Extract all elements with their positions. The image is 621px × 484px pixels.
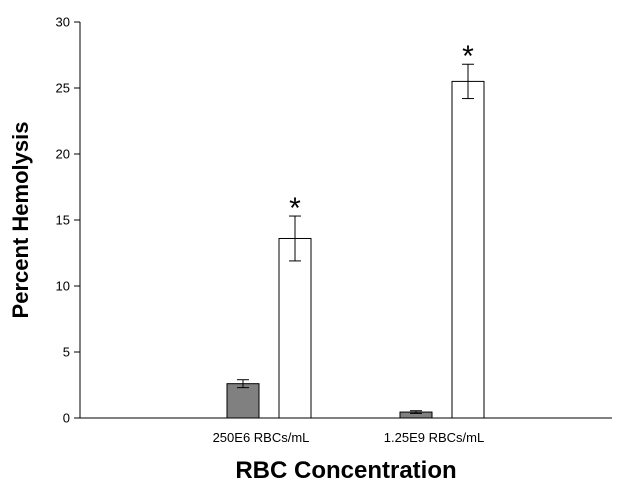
y-tick-label: 5 [63, 345, 70, 360]
bar-1-1 [451, 80, 485, 419]
significance-star: * [462, 40, 474, 73]
significance-star: * [289, 192, 301, 225]
y-tick-label: 10 [56, 279, 70, 294]
error-bars [237, 63, 474, 414]
significance-markers: ** [289, 40, 474, 225]
x-tick-label: 250E6 RBCs/mL [213, 430, 310, 445]
y-tick-label: 30 [56, 15, 70, 30]
y-tick-label: 0 [63, 411, 70, 426]
y-axis-title: Percent Hemolysis [8, 122, 33, 319]
y-tick-label: 25 [56, 81, 70, 96]
x-tick-label: 1.25E9 RBCs/mL [384, 430, 484, 445]
y-tick-label: 15 [56, 213, 70, 228]
x-axis-tick-labels: 250E6 RBCs/mL 1.25E9 RBCs/mL [213, 430, 485, 445]
bar-0-1 [278, 237, 312, 419]
y-axis-ticks: 0 5 10 15 20 25 30 [56, 15, 80, 426]
bar-marks [226, 80, 485, 419]
x-axis-title: RBC Concentration [235, 457, 456, 484]
y-tick-label: 20 [56, 147, 70, 162]
bar-0-0 [226, 383, 260, 419]
